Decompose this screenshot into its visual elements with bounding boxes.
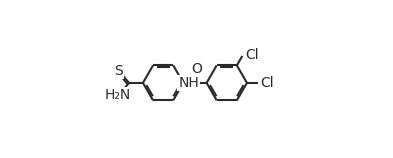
- Text: NH: NH: [178, 76, 199, 90]
- Text: S: S: [115, 64, 123, 78]
- Text: O: O: [191, 62, 202, 76]
- Text: Cl: Cl: [245, 48, 259, 62]
- Text: Cl: Cl: [261, 76, 274, 90]
- Text: H₂N: H₂N: [105, 88, 131, 102]
